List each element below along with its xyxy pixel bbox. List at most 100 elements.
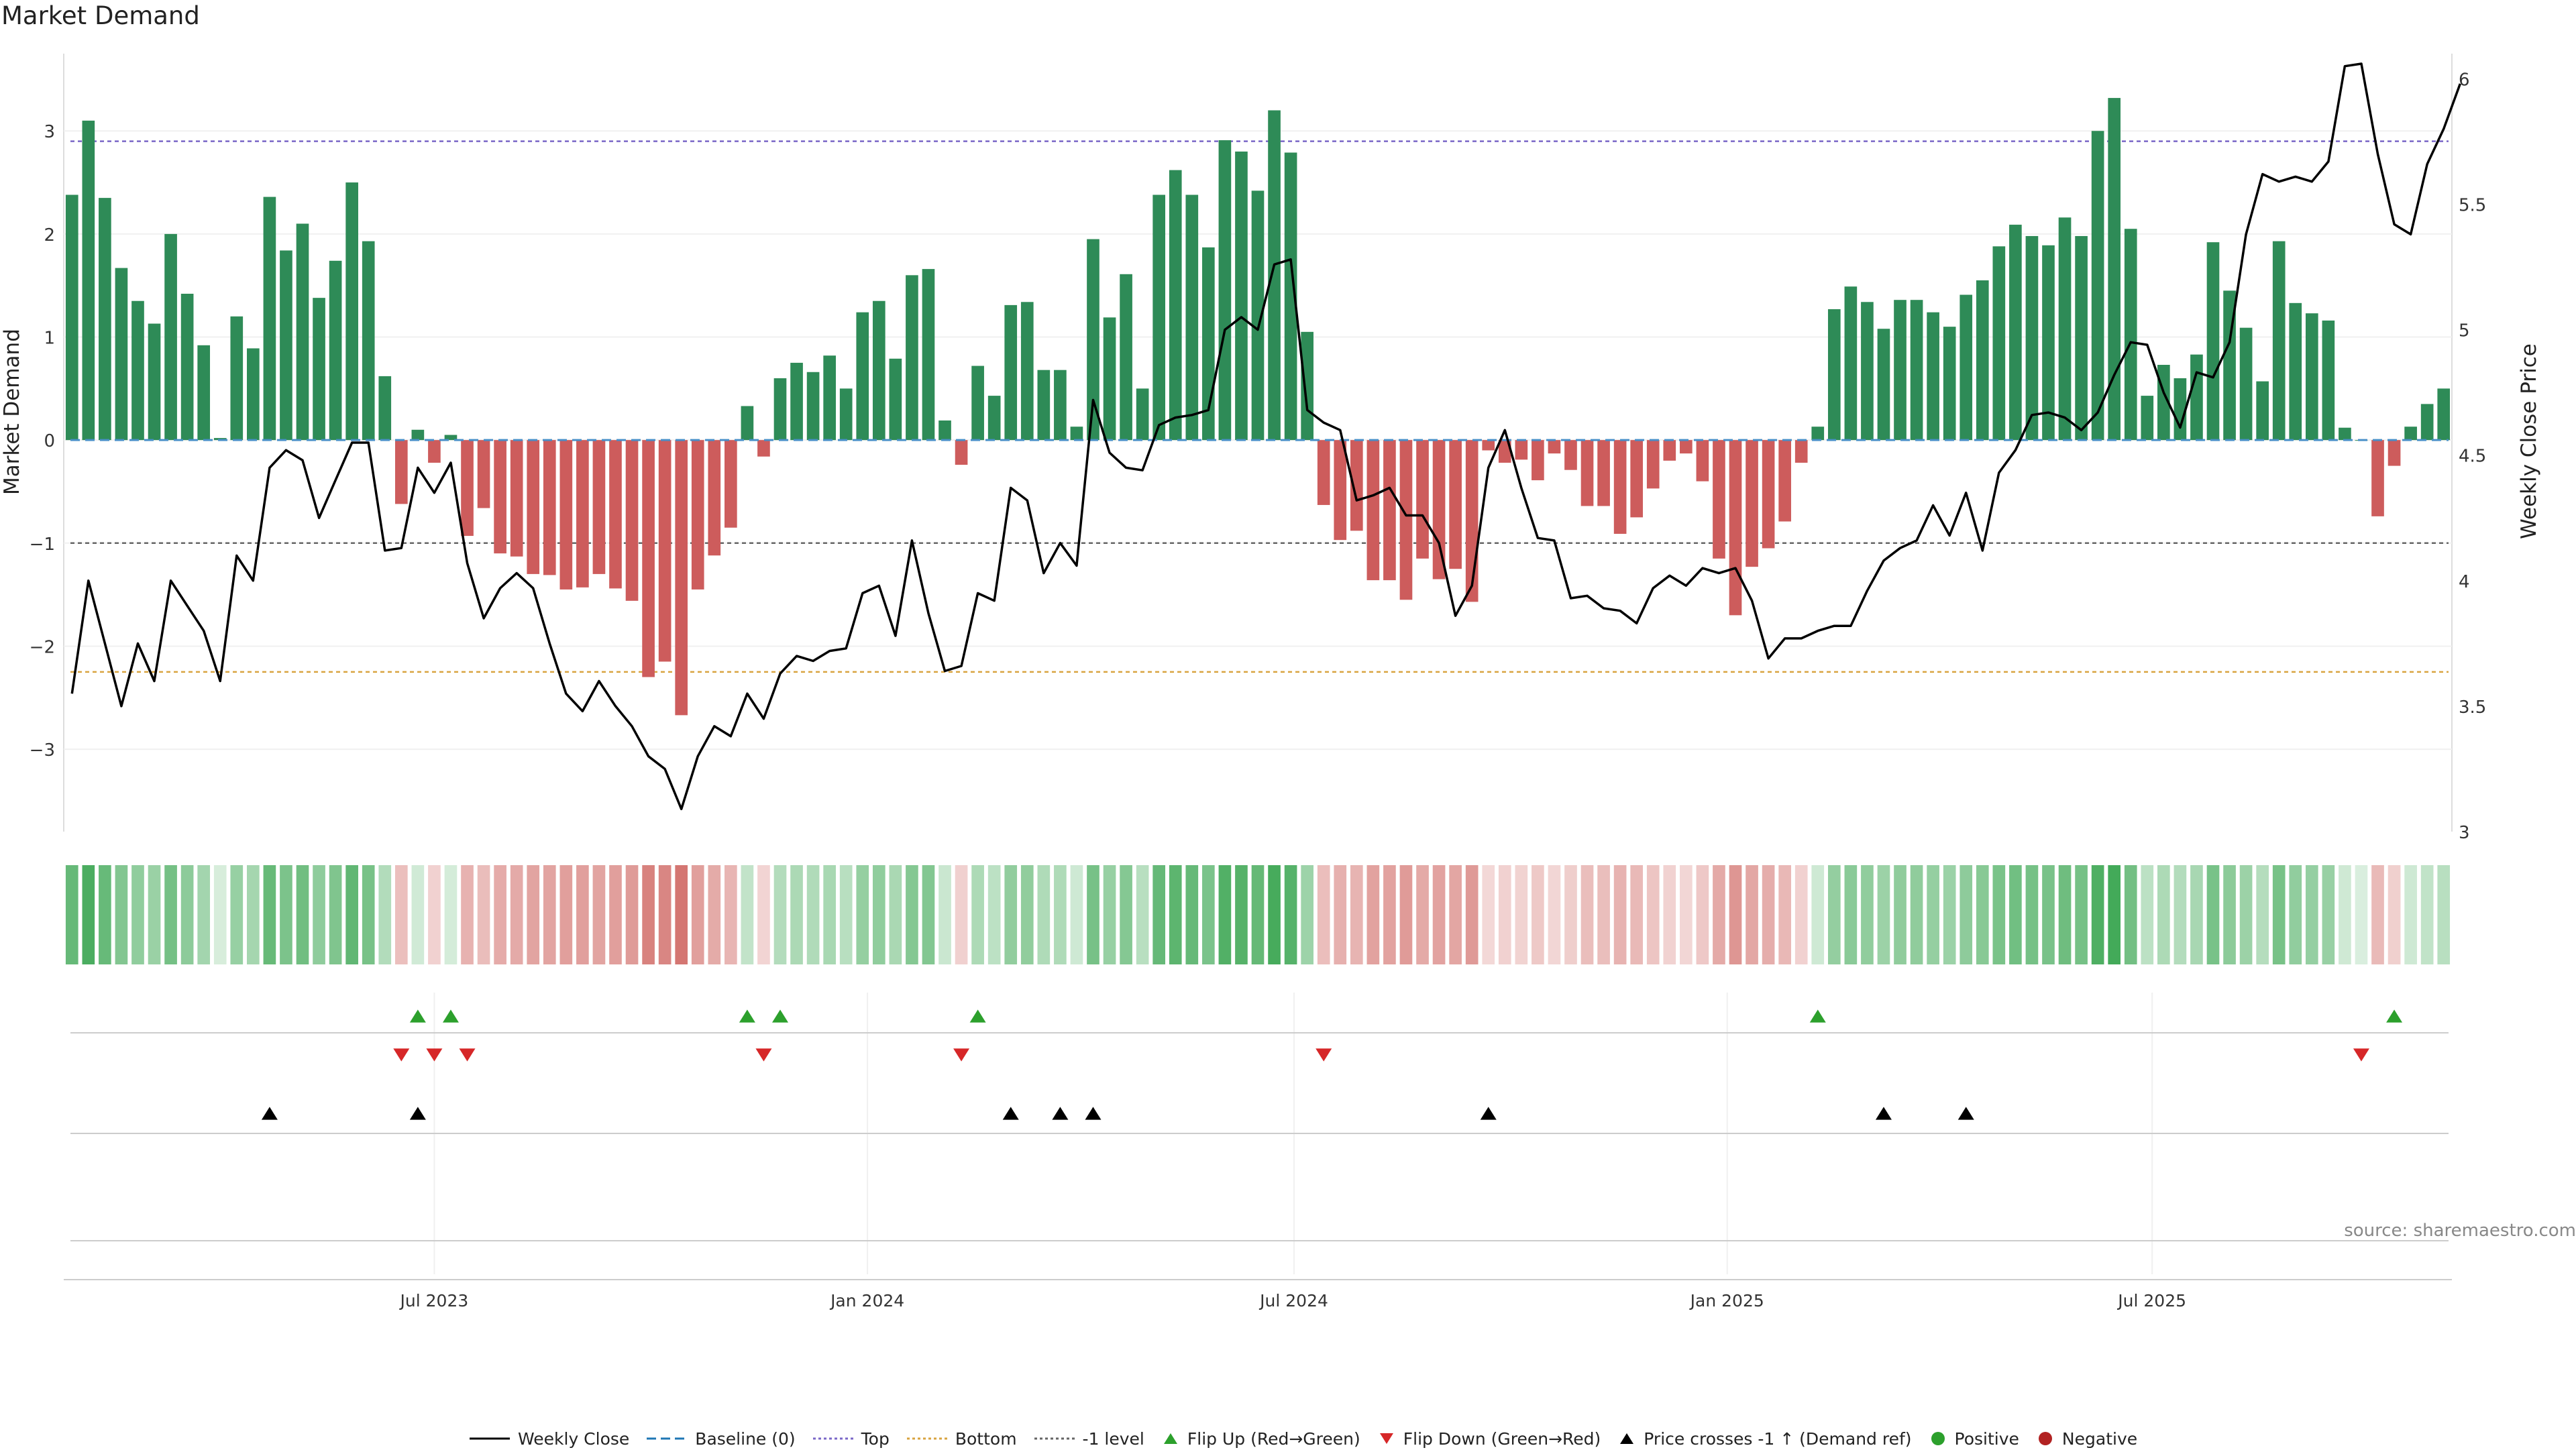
market-demand-chart: −3 −2 −1 0 1 2 3 3 3.5 4 4.5 5 5.5 6 Jul 2023 Jan 2024 J… [30,54,2486,1310]
demand-bar [938,420,951,441]
demand-bar [1185,194,1199,441]
demand-bar [1844,286,1858,441]
demand-bar [99,198,111,441]
heat-cell [131,865,144,964]
demand-bar [2404,427,2417,441]
legend-item-positive: Positive [1929,1429,2019,1449]
heat-cell [2322,865,2335,964]
heat-cell [823,865,836,964]
y-tick-label: −1 [30,535,55,555]
heat-cell [263,865,276,964]
y-right-tick-label: 5 [2459,321,2470,341]
heat-cell [2108,865,2121,964]
heat-cell [1004,865,1018,964]
heat-cell [576,865,589,964]
demand-bar [1827,309,1841,441]
demand-bar [1498,440,1511,463]
heat-cell [1580,865,1594,964]
heat-cell [1054,865,1067,964]
heat-cell [642,865,655,964]
demand-bar [2058,217,2072,441]
demand-bar [856,312,869,441]
legend-item-baseline: Baseline (0) [647,1429,796,1449]
heat-cell [741,865,754,964]
heat-cell [2305,865,2318,964]
heat-cell [1713,865,1725,964]
demand-bar [1580,440,1594,506]
heat-cell [1103,865,1116,964]
legend-swatch-negative [2038,1432,2052,1445]
heat-cell [559,865,573,964]
demand-bar [2339,427,2351,441]
y-right-tick-label: 6 [2459,70,2470,90]
heat-cell [922,865,935,964]
demand-bar [708,440,721,556]
heat-cell [247,865,260,964]
demand-bar [889,358,902,441]
legend-item-negative: Negative [2037,1429,2137,1449]
heat-cell [1251,865,1265,964]
flip-down-marker [953,1048,970,1062]
heat-cell [1482,865,1495,964]
demand-bar [148,323,161,441]
heat-cell [2371,865,2384,964]
demand-bar [2091,131,2104,441]
heat-cell [180,865,194,964]
heat-cell [757,865,770,964]
price-cross-marker [409,1107,426,1120]
heat-cell [2206,865,2220,964]
price-cross-marker [1085,1107,1102,1120]
heat-cell [1284,865,1297,964]
x-tick-label: Jul 2024 [1258,1291,1328,1310]
heat-cell [675,865,688,964]
heat-cell [1532,865,1544,964]
chart-legend: Weekly Close Baseline (0) Top Bottom -1 leve… [470,1423,2155,1454]
heat-cell [378,865,392,964]
demand-bar [1680,440,1693,454]
demand-bar [872,300,885,441]
demand-bar [197,345,211,441]
heat-cell [197,865,211,964]
heat-cell [362,865,375,964]
source-credit: source: sharemaestro.com [2344,1221,2576,1241]
heat-cell [1383,865,1396,964]
flip-down-marker [459,1048,476,1062]
demand-bar [296,223,309,441]
heat-cell [99,865,111,964]
legend-item-minus1: -1 level [1034,1429,1144,1449]
demand-bar [82,120,95,441]
demand-bar [461,440,474,537]
demand-bar [1482,440,1495,451]
heat-cell [2075,865,2088,964]
demand-bar [1630,440,1644,518]
heat-cell [1070,865,1083,964]
flip-up-marker [772,1009,788,1023]
demand-bar [757,440,770,457]
demand-bar [1235,151,1248,441]
heat-cell [527,865,540,964]
demand-bar [2272,241,2286,441]
heat-cell [461,865,474,964]
demand-bar [1663,440,1676,461]
heat-cell [2124,865,2137,964]
heat-cell [1976,865,1989,964]
heat-cell [428,865,441,964]
heat-cell [2355,865,2368,964]
flip-up-marker [969,1009,986,1023]
demand-bar [1037,370,1051,441]
heat-cell [2339,865,2351,964]
heat-cell [1432,865,1446,964]
demand-bar [1894,300,1907,441]
y-tick-label: 1 [44,329,55,349]
heat-cell [856,865,869,964]
legend-item-cross: Price crosses -1 ↑ (Demand ref) [1618,1429,1912,1449]
demand-bar [1960,294,1973,441]
demand-bar [642,440,655,677]
flip-down-marker [1316,1048,1332,1062]
demand-bar [592,440,606,574]
heat-cell [839,865,853,964]
legend-swatch-flip_down [1379,1433,1393,1444]
demand-bar [2322,320,2335,441]
legend-swatch-bottom [906,1437,947,1440]
heat-cell [1794,865,1808,964]
